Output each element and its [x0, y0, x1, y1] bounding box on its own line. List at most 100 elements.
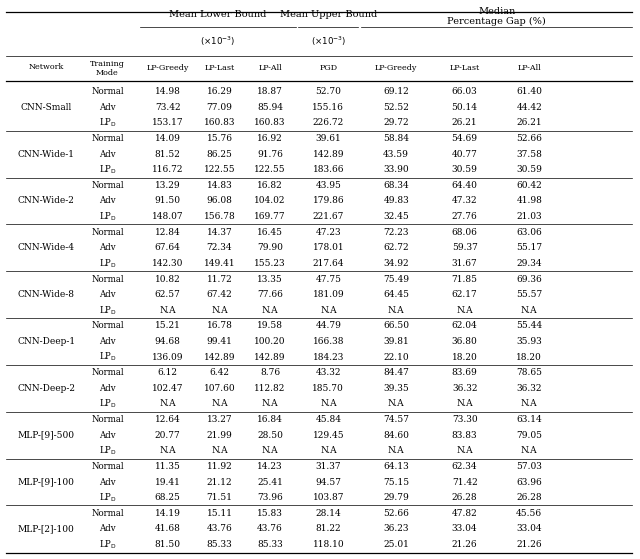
Text: Adv: Adv: [99, 196, 116, 206]
Text: 15.83: 15.83: [257, 509, 283, 518]
Text: 96.08: 96.08: [207, 196, 232, 206]
Text: 44.79: 44.79: [316, 321, 341, 330]
Text: 122.55: 122.55: [254, 165, 286, 174]
Text: 142.89: 142.89: [254, 353, 286, 362]
Text: Adv: Adv: [99, 290, 116, 299]
Text: 10.82: 10.82: [155, 274, 180, 283]
Text: 66.03: 66.03: [452, 87, 477, 96]
Text: 47.75: 47.75: [316, 274, 341, 283]
Text: 18.20: 18.20: [516, 353, 542, 362]
Text: Adv: Adv: [99, 103, 116, 112]
Text: N.A: N.A: [320, 306, 337, 315]
Text: 16.82: 16.82: [257, 181, 283, 190]
Text: 59.37: 59.37: [452, 243, 477, 252]
Text: 68.06: 68.06: [452, 228, 477, 236]
Text: 84.60: 84.60: [383, 430, 409, 440]
Text: N.A: N.A: [388, 306, 404, 315]
Text: Normal: Normal: [92, 415, 124, 424]
Text: 39.61: 39.61: [316, 134, 341, 143]
Text: Normal: Normal: [92, 181, 124, 190]
Text: 45.84: 45.84: [316, 415, 341, 424]
Text: 14.83: 14.83: [207, 181, 232, 190]
Text: 45.56: 45.56: [516, 509, 542, 518]
Text: PGD: PGD: [319, 64, 337, 73]
Text: $(\times 10^{-3})$: $(\times 10^{-3})$: [200, 35, 236, 48]
Text: 18.20: 18.20: [452, 353, 477, 362]
Text: LP$_\mathrm{D}$: LP$_\mathrm{D}$: [99, 351, 116, 363]
Text: 112.82: 112.82: [254, 384, 286, 393]
Text: 21.03: 21.03: [516, 212, 542, 221]
Text: N.A: N.A: [320, 446, 337, 455]
Text: 25.01: 25.01: [383, 540, 409, 549]
Text: N.A: N.A: [456, 306, 473, 315]
Text: 226.72: 226.72: [313, 119, 344, 127]
Text: N.A: N.A: [320, 400, 337, 409]
Text: 67.64: 67.64: [155, 243, 180, 252]
Text: 217.64: 217.64: [312, 259, 344, 268]
Text: LP-All: LP-All: [259, 64, 282, 73]
Text: 28.50: 28.50: [257, 430, 283, 440]
Text: LP-All: LP-All: [518, 64, 541, 73]
Text: 83.69: 83.69: [452, 368, 477, 377]
Text: Normal: Normal: [92, 87, 124, 96]
Text: Adv: Adv: [99, 477, 116, 486]
Text: 94.57: 94.57: [316, 477, 341, 486]
Text: 21.26: 21.26: [516, 540, 542, 549]
Text: LP$_\mathrm{D}$: LP$_\mathrm{D}$: [99, 538, 116, 551]
Text: 142.30: 142.30: [152, 259, 184, 268]
Text: 16.78: 16.78: [207, 321, 232, 330]
Text: 12.84: 12.84: [155, 228, 180, 236]
Text: N.A: N.A: [388, 446, 404, 455]
Text: 69.36: 69.36: [516, 274, 542, 283]
Text: 99.41: 99.41: [207, 337, 232, 346]
Text: 15.76: 15.76: [207, 134, 232, 143]
Text: 39.81: 39.81: [383, 337, 409, 346]
Text: Adv: Adv: [99, 430, 116, 440]
Text: N.A: N.A: [456, 400, 473, 409]
Text: 26.21: 26.21: [452, 119, 477, 127]
Text: 71.85: 71.85: [452, 274, 477, 283]
Text: Mode: Mode: [96, 69, 119, 77]
Text: N.A: N.A: [262, 446, 278, 455]
Text: CNN-Wide-2: CNN-Wide-2: [18, 196, 74, 206]
Text: 169.77: 169.77: [254, 212, 286, 221]
Text: 85.94: 85.94: [257, 103, 283, 112]
Text: Percentage Gap (%): Percentage Gap (%): [447, 17, 546, 26]
Text: 14.98: 14.98: [155, 87, 180, 96]
Text: 72.23: 72.23: [383, 228, 409, 236]
Text: 221.67: 221.67: [312, 212, 344, 221]
Text: 54.69: 54.69: [452, 134, 477, 143]
Text: 116.72: 116.72: [152, 165, 184, 174]
Text: 31.37: 31.37: [316, 462, 341, 471]
Text: Network: Network: [28, 63, 64, 71]
Text: 41.98: 41.98: [516, 196, 542, 206]
Text: Mean Lower Bound: Mean Lower Bound: [169, 10, 266, 19]
Text: 36.32: 36.32: [516, 384, 542, 393]
Text: 142.89: 142.89: [312, 150, 344, 159]
Text: Normal: Normal: [92, 509, 124, 518]
Text: CNN-Deep-1: CNN-Deep-1: [17, 337, 75, 346]
Text: 13.27: 13.27: [207, 415, 232, 424]
Text: 66.50: 66.50: [383, 321, 409, 330]
Text: LP$_\mathrm{D}$: LP$_\mathrm{D}$: [99, 117, 116, 129]
Text: 52.52: 52.52: [383, 103, 409, 112]
Text: N.A: N.A: [521, 306, 538, 315]
Text: 49.83: 49.83: [383, 196, 409, 206]
Text: 77.66: 77.66: [257, 290, 283, 299]
Text: 55.57: 55.57: [516, 290, 543, 299]
Text: 83.83: 83.83: [452, 430, 477, 440]
Text: Mean Upper Bound: Mean Upper Bound: [280, 10, 377, 19]
Text: 63.14: 63.14: [516, 415, 542, 424]
Text: 60.42: 60.42: [516, 181, 542, 190]
Text: 153.17: 153.17: [152, 119, 184, 127]
Text: 72.34: 72.34: [207, 243, 232, 252]
Text: 62.17: 62.17: [452, 290, 477, 299]
Text: 178.01: 178.01: [312, 243, 344, 252]
Text: 20.77: 20.77: [155, 430, 180, 440]
Text: 185.70: 185.70: [312, 384, 344, 393]
Text: 68.25: 68.25: [155, 493, 180, 502]
Text: 21.26: 21.26: [452, 540, 477, 549]
Text: 43.76: 43.76: [257, 524, 283, 533]
Text: 129.45: 129.45: [312, 430, 344, 440]
Text: 14.23: 14.23: [257, 462, 283, 471]
